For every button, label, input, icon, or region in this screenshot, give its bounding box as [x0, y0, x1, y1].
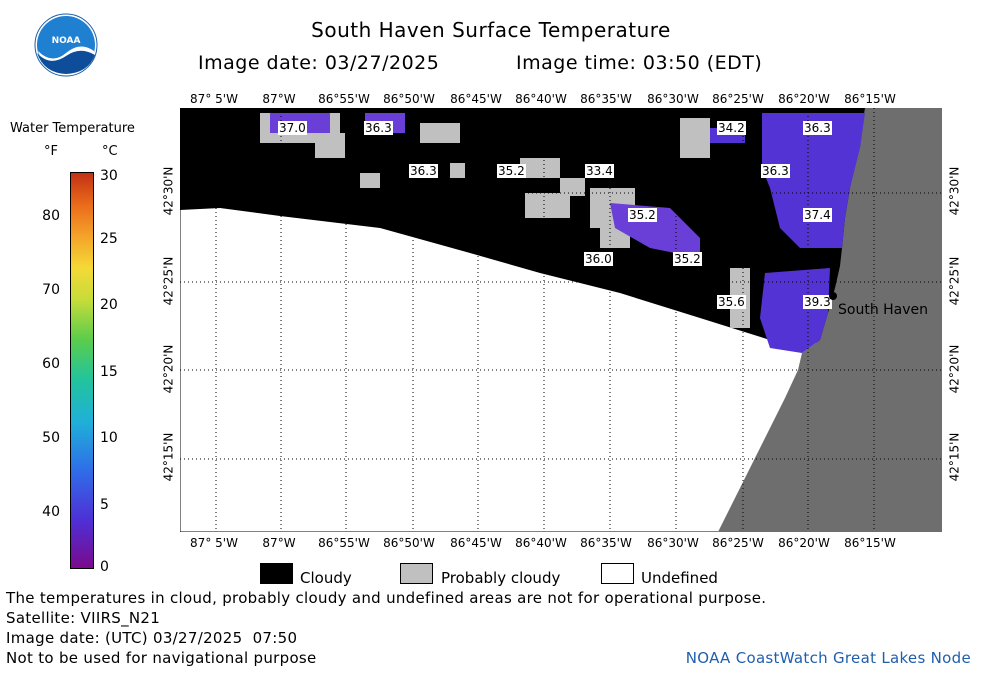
- colorbar-c-tick: 15: [100, 364, 118, 380]
- colorbar-f-tick: 60: [42, 356, 60, 372]
- temp-label: 36.3: [761, 164, 790, 178]
- lat-tick-left: 42°20'N: [161, 344, 176, 394]
- temp-label: 36.3: [364, 121, 393, 135]
- lat-tick-left: 42°30'N: [161, 166, 176, 216]
- lon-tick-bottom: 86°35'W: [580, 536, 632, 550]
- satellite-text: Satellite: VIIRS_N21: [6, 609, 161, 627]
- image-time: Image time: 03:50 (EDT): [516, 52, 763, 74]
- colorbar-f-tick: 40: [42, 504, 60, 520]
- image-date: Image date: 03/27/2025: [198, 52, 440, 74]
- colorbar-c-tick: 5: [100, 497, 109, 513]
- noaa-logo-icon: NOAA: [34, 13, 98, 77]
- colorbar-f-tick: 80: [42, 208, 60, 224]
- lon-tick-bottom: 87° 5'W: [190, 536, 238, 550]
- utc-date-text: Image date: (UTC) 03/27/2025 07:50: [6, 629, 298, 647]
- lon-tick-bottom: 86°20'W: [778, 536, 830, 550]
- lon-tick-top: 86°45'W: [450, 92, 502, 106]
- temp-label: 33.4: [585, 164, 614, 178]
- colorbar-title: Water Temperature: [10, 121, 135, 136]
- lon-tick-bottom: 86°55'W: [318, 536, 370, 550]
- lon-tick-top: 87°W: [262, 92, 296, 106]
- cloud-area: [180, 108, 942, 343]
- temp-label: 35.2: [497, 164, 526, 178]
- lon-tick-top: 86°35'W: [580, 92, 632, 106]
- lon-tick-bottom: 86°30'W: [647, 536, 699, 550]
- lat-tick-left: 42°15'N: [161, 432, 176, 482]
- lon-tick-top: 86°55'W: [318, 92, 370, 106]
- colorbar-c-tick: 30: [100, 168, 118, 184]
- temp-label: 35.6: [717, 295, 746, 309]
- lon-tick-top: 86°15'W: [844, 92, 896, 106]
- legend-cloud-swatch: [260, 563, 293, 584]
- sst-map: [180, 108, 942, 532]
- lon-tick-bottom: 87°W: [262, 536, 296, 550]
- lon-tick-top: 86°40'W: [515, 92, 567, 106]
- lat-tick-right: 42°30'N: [947, 166, 962, 216]
- temp-label: 36.3: [803, 121, 832, 135]
- lon-tick-top: 86°20'W: [778, 92, 830, 106]
- temp-label: 35.2: [628, 208, 657, 222]
- lon-tick-top: 86°50'W: [383, 92, 435, 106]
- city-marker-icon: [829, 292, 837, 300]
- lon-tick-bottom: 86°45'W: [450, 536, 502, 550]
- lat-tick-right: 42°25'N: [947, 256, 962, 306]
- graticule: [180, 108, 942, 532]
- navigation-warning: Not to be used for navigational purpose: [6, 649, 317, 667]
- colorbar-f-tick: 50: [42, 430, 60, 446]
- colorbar-unit-f: °F: [44, 144, 58, 159]
- disclaimer-text: The temperatures in cloud, probably clou…: [6, 589, 767, 607]
- temp-label: 37.4: [803, 208, 832, 222]
- temp-label: 36.3: [409, 164, 438, 178]
- lon-tick-top: 86°25'W: [712, 92, 764, 106]
- temp-label: 35.2: [673, 252, 702, 266]
- colorbar-c-tick: 0: [100, 559, 109, 575]
- lon-tick-bottom: 86°40'W: [515, 536, 567, 550]
- page-title: South Haven Surface Temperature: [311, 18, 671, 42]
- legend-cloud-label: Cloudy: [300, 569, 352, 587]
- lat-tick-left: 42°25'N: [161, 256, 176, 306]
- credit-link[interactable]: NOAA CoastWatch Great Lakes Node: [685, 649, 971, 667]
- temp-label: 36.0: [584, 252, 613, 266]
- lat-tick-right: 42°20'N: [947, 344, 962, 394]
- lon-tick-bottom: 86°15'W: [844, 536, 896, 550]
- colorbar-c-tick: 25: [100, 231, 118, 247]
- noaa-logo-text: NOAA: [52, 36, 81, 46]
- temp-label: 39.3: [803, 295, 832, 309]
- city-label: South Haven: [838, 302, 929, 318]
- temp-label: 37.0: [278, 121, 307, 135]
- colorbar-unit-c: °C: [102, 144, 118, 159]
- legend-undefined-swatch: [601, 563, 634, 584]
- legend-probably-cloudy-swatch: [400, 563, 433, 584]
- lon-tick-bottom: 86°25'W: [712, 536, 764, 550]
- temperature-colorbar: [70, 172, 94, 569]
- legend-probably-cloudy-label: Probably cloudy: [441, 569, 561, 587]
- lon-tick-top: 87° 5'W: [190, 92, 238, 106]
- lat-tick-right: 42°15'N: [947, 432, 962, 482]
- lon-tick-bottom: 86°50'W: [383, 536, 435, 550]
- legend-undefined-label: Undefined: [641, 569, 718, 587]
- colorbar-f-tick: 70: [42, 282, 60, 298]
- colorbar-c-tick: 20: [100, 297, 118, 313]
- lon-tick-top: 86°30'W: [647, 92, 699, 106]
- colorbar-c-tick: 10: [100, 430, 118, 446]
- temp-label: 34.2: [717, 121, 746, 135]
- land-area: [718, 108, 942, 532]
